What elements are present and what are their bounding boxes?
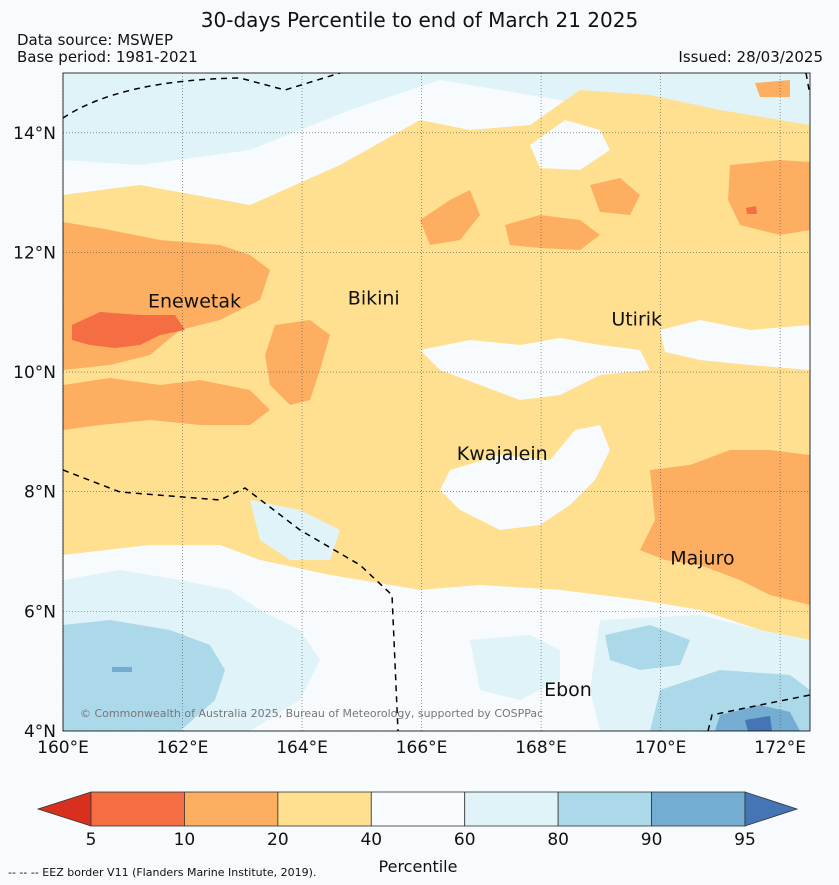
base-period-text: Base period: 1981-2021 [17, 48, 198, 66]
colorbar-segment [277, 791, 372, 827]
x-axis-ticks: 160°E 162°E 164°E 166°E 168°E 170°E 172°E [37, 738, 806, 758]
y-axis-ticks: 4°N 6°N 8°N 10°N 12°N 14°N [13, 124, 56, 742]
x-tick-label: 170°E [635, 738, 687, 758]
colorbar: 5 10 20 40 60 80 90 95 [36, 791, 799, 850]
place-label: Kwajalein [457, 443, 548, 465]
x-tick-label: 162°E [157, 738, 209, 758]
colorbar-tick-label: 10 [174, 830, 196, 850]
colorbar-tick-label: 5 [86, 830, 97, 850]
y-tick-label: 6°N [24, 602, 56, 622]
issued-date-text: Issued: 28/03/2025 [678, 48, 823, 66]
place-label: Enewetak [148, 290, 241, 312]
copyright-text: © Commonwealth of Australia 2025, Bureau… [80, 707, 543, 720]
eez-footnote: -- -- -- EEZ border V11 (Flanders Marine… [8, 866, 317, 879]
colorbar-segment [370, 791, 466, 827]
x-tick-label: 160°E [37, 738, 89, 758]
colorbar-segment [557, 791, 652, 827]
colorbar-segment [184, 791, 279, 827]
colorbar-tick-label: 40 [360, 830, 382, 850]
map-frame [62, 72, 811, 732]
y-tick-label: 12°N [13, 243, 56, 263]
colorbar-tick-label: 90 [641, 830, 663, 850]
colorbar-high-arrow [744, 791, 799, 827]
colorbar-segment [90, 791, 185, 827]
data-source-text: Data source: MSWEP [17, 31, 174, 49]
colorbar-tick-label: 20 [267, 830, 289, 850]
place-labels: Enewetak Bikini Utirik Kwajalein Majuro Ebon [148, 287, 735, 701]
y-tick-label: 4°N [24, 722, 56, 742]
y-tick-label: 14°N [13, 124, 56, 144]
place-label: Majuro [670, 548, 734, 570]
colorbar-low-arrow [36, 791, 92, 827]
map-title: 30-days Percentile to end of March 21 20… [200, 8, 639, 32]
colorbar-label: Percentile [379, 857, 458, 876]
x-tick-label: 164°E [276, 738, 328, 758]
x-tick-label: 168°E [515, 738, 567, 758]
colorbar-tick-label: 60 [454, 830, 476, 850]
place-label: Utirik [611, 308, 662, 330]
colorbar-tick-label: 80 [547, 830, 569, 850]
place-label: Ebon [544, 679, 592, 701]
percentile-field [63, 73, 810, 731]
place-label: Bikini [348, 287, 400, 309]
colorbar-segment [464, 791, 559, 827]
x-tick-label: 166°E [396, 738, 448, 758]
y-tick-label: 10°N [13, 363, 56, 383]
y-tick-label: 8°N [24, 483, 56, 503]
x-tick-label: 172°E [754, 738, 806, 758]
colorbar-tick-label: 95 [734, 830, 756, 850]
colorbar-segment [651, 791, 746, 827]
eez-border-lines [63, 73, 810, 731]
